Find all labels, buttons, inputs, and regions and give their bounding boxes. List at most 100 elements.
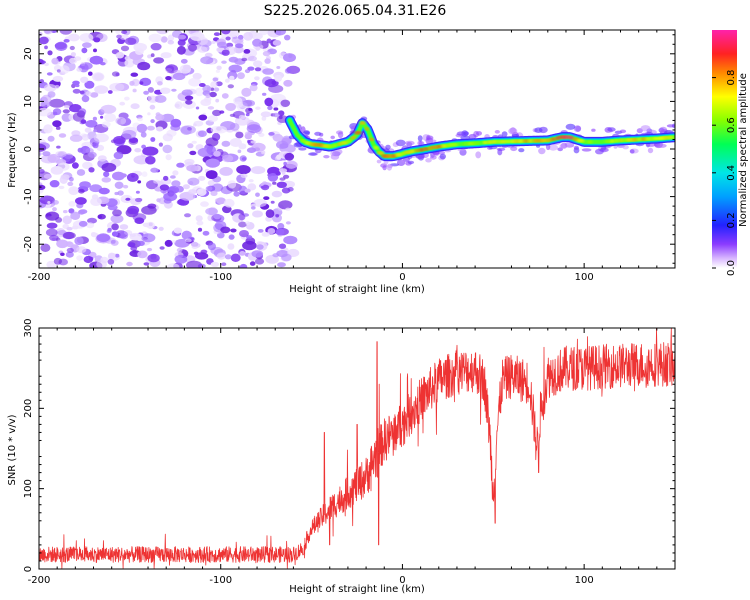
ridge-hotspot xyxy=(512,139,521,143)
colorbar-tick-label: 0.4 xyxy=(726,165,737,181)
noise-speckle xyxy=(157,81,163,86)
noise-speckle xyxy=(46,222,58,229)
noise-speckle xyxy=(197,46,208,53)
ridge-hotspot xyxy=(340,141,349,145)
noise-speckle xyxy=(262,51,271,57)
noise-speckle xyxy=(227,180,237,189)
colorbar-tick-label: 0.2 xyxy=(726,212,737,228)
noise-speckle xyxy=(147,253,160,263)
ridge-hotspot xyxy=(576,139,585,143)
noise-speckle xyxy=(48,98,65,108)
noise-speckle xyxy=(72,162,79,169)
ridge-halo-speckle xyxy=(439,153,446,160)
noise-speckle xyxy=(248,179,254,183)
noise-speckle xyxy=(284,34,291,41)
noise-speckle xyxy=(119,231,129,240)
y-tick-label: 0 xyxy=(23,566,34,572)
noise-speckle xyxy=(147,87,154,93)
noise-speckle xyxy=(40,154,57,164)
noise-speckle xyxy=(167,185,180,194)
noise-speckle xyxy=(75,197,87,205)
noise-speckle xyxy=(112,171,125,181)
y-tick-label: 200 xyxy=(23,399,34,418)
noise-speckle xyxy=(193,251,199,255)
noise-speckle xyxy=(213,150,221,157)
spectrogram-x-axis-label: Height of straight line (km) xyxy=(289,284,425,295)
noise-speckle xyxy=(262,92,267,96)
ridge-halo-speckle xyxy=(425,158,432,163)
noise-speckle xyxy=(78,209,85,215)
noise-speckle xyxy=(127,242,136,248)
noise-speckle xyxy=(184,238,192,243)
noise-speckle xyxy=(238,114,246,120)
noise-speckle xyxy=(69,45,75,51)
noise-speckle xyxy=(165,154,172,161)
noise-speckle xyxy=(249,84,258,92)
noise-speckle xyxy=(109,82,125,92)
noise-speckle xyxy=(223,198,235,208)
noise-speckle xyxy=(238,185,248,195)
noise-speckle xyxy=(242,99,255,107)
ridge-halo-speckle xyxy=(581,148,592,152)
noise-speckle xyxy=(120,45,130,52)
noise-speckle xyxy=(163,175,169,181)
noise-speckle xyxy=(190,241,199,247)
noise-speckle xyxy=(159,184,169,191)
ridge-halo-speckle xyxy=(405,140,415,146)
noise-speckle xyxy=(101,121,111,128)
noise-speckle xyxy=(237,72,245,80)
noise-speckle xyxy=(230,228,237,233)
noise-speckle xyxy=(158,226,164,231)
noise-speckle xyxy=(62,215,72,225)
noise-speckle xyxy=(264,58,271,64)
noise-speckle xyxy=(233,191,240,197)
noise-speckle xyxy=(239,263,248,268)
noise-speckle xyxy=(239,251,246,256)
ridge-hotspot xyxy=(345,139,353,143)
ridge-hotspot xyxy=(358,121,367,125)
ridge-halo-speckle xyxy=(417,135,423,142)
ridge-hotspot xyxy=(668,136,675,139)
ridge-halo-speckle xyxy=(657,143,667,148)
noise-speckle xyxy=(103,171,110,178)
noise-speckle xyxy=(210,87,215,91)
ridge-halo-speckle xyxy=(573,125,582,132)
noise-speckle xyxy=(283,161,287,166)
noise-speckle xyxy=(80,76,89,84)
ridge-halo-speckle xyxy=(382,165,387,171)
ridge-hotspot xyxy=(414,149,420,152)
noise-speckle xyxy=(150,167,159,173)
ridge-halo-speckle xyxy=(538,147,546,155)
noise-speckle xyxy=(230,253,241,262)
noise-speckle xyxy=(210,261,220,267)
ridge-halo-speckle xyxy=(386,163,393,171)
ridge-hotspot xyxy=(353,131,363,135)
noise-speckle xyxy=(276,154,282,160)
noise-speckle xyxy=(67,181,74,187)
noise-speckle xyxy=(111,71,120,77)
ridge-halo-speckle xyxy=(314,131,322,136)
noise-speckle xyxy=(283,174,290,179)
noise-speckle xyxy=(219,166,233,176)
noise-speckle xyxy=(115,253,120,258)
noise-speckle xyxy=(271,213,282,223)
noise-speckle xyxy=(86,222,95,229)
ridge-halo-speckle xyxy=(647,147,654,154)
noise-speckle xyxy=(93,48,97,53)
ridge-hotspot xyxy=(550,137,557,141)
noise-speckle xyxy=(241,87,252,97)
noise-speckle xyxy=(140,131,147,138)
noise-speckle xyxy=(59,65,70,74)
noise-speckle xyxy=(96,260,107,268)
noise-speckle xyxy=(261,184,270,191)
noise-speckle xyxy=(268,84,284,94)
noise-speckle xyxy=(183,64,191,70)
snr-series-line xyxy=(39,328,675,569)
noise-speckle xyxy=(255,46,261,51)
noise-speckle xyxy=(72,88,81,94)
noise-speckle xyxy=(155,114,165,121)
noise-speckle xyxy=(124,96,130,101)
ridge-hotspot xyxy=(631,138,639,142)
noise-speckle xyxy=(270,200,275,204)
